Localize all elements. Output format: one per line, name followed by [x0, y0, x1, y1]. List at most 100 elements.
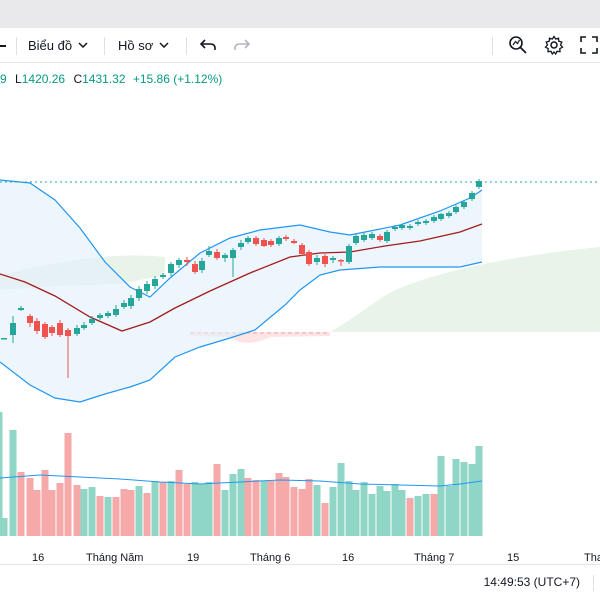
volume-bar	[460, 462, 468, 536]
axis-label: Tháng 6	[250, 552, 291, 564]
volume-histogram	[0, 412, 483, 536]
volume-bar	[88, 487, 96, 536]
volume-bar	[112, 497, 120, 536]
low-value: 1420.26	[21, 72, 66, 86]
volume-bar	[48, 490, 56, 536]
volume-bar	[0, 518, 8, 536]
candle-body	[399, 225, 405, 228]
lower-band-line	[0, 261, 483, 403]
profile-menu-label: Hồ sơ	[118, 37, 154, 53]
volume-bar	[120, 489, 128, 536]
volume-bar	[73, 485, 81, 536]
chart-menu-label: Biểu đồ	[28, 37, 73, 53]
candle-body	[461, 202, 467, 207]
candle-body	[268, 241, 274, 245]
toolbar-divider	[186, 37, 187, 55]
volume-bar	[56, 483, 64, 536]
chart-window: Biểu đồ Hồ sơ	[0, 28, 600, 601]
candle-body	[361, 235, 367, 240]
candle-body	[176, 260, 182, 265]
volume-bar	[391, 484, 399, 536]
volume-bar	[183, 484, 191, 536]
ohlc-legend: 9 L1420.26 C1431.32 +15.86 (+1.12%)	[0, 72, 222, 86]
redo-icon	[234, 38, 250, 52]
volume-bar	[352, 490, 360, 536]
clock-readout: 14:49:53 (UTC+7)	[483, 575, 580, 589]
volume-bar	[368, 494, 376, 536]
candle-body	[27, 316, 33, 323]
candle-body	[34, 321, 40, 331]
candle-body	[446, 213, 452, 216]
status-bar: 14:49:53 (UTC+7)	[0, 564, 600, 601]
candle-body	[330, 258, 336, 260]
candle-body	[57, 323, 63, 335]
candle-body	[369, 234, 375, 238]
volume-bar	[205, 482, 213, 536]
candle-body	[206, 251, 212, 255]
candle-body	[192, 264, 198, 272]
axis-label: 15	[507, 552, 520, 564]
candle-body	[230, 250, 236, 258]
volume-bar	[430, 494, 438, 536]
candle-body	[453, 207, 459, 212]
profile-menu-button[interactable]: Hồ sơ	[118, 28, 169, 62]
volume-bar	[96, 496, 104, 536]
undo-button[interactable]	[200, 28, 216, 62]
fullscreen-button[interactable]	[580, 28, 598, 62]
redo-button[interactable]	[234, 28, 250, 62]
undo-icon	[200, 38, 216, 52]
volume-bar	[468, 464, 476, 536]
zoom-search-icon	[508, 35, 528, 55]
gear-icon	[544, 35, 564, 55]
candle-body	[238, 243, 244, 247]
volume-bar	[143, 493, 151, 536]
volume-bar	[329, 487, 337, 536]
volume-bar	[321, 503, 329, 536]
volume-bar	[475, 446, 483, 536]
candle-body	[431, 217, 437, 221]
axis-label: 16	[342, 552, 355, 564]
volume-bar	[9, 430, 17, 536]
quick-search-button[interactable]	[508, 28, 528, 62]
cloud-segment	[330, 247, 600, 332]
volume-bar	[422, 494, 430, 536]
truncated-toolbar-item[interactable]	[0, 28, 6, 62]
price-chart[interactable]	[0, 62, 600, 536]
candle-body	[346, 246, 352, 262]
candle-body	[128, 298, 134, 306]
volume-bar	[337, 463, 345, 536]
volume-bar	[229, 474, 237, 536]
candle-body	[476, 181, 482, 187]
time-axis[interactable]: 16 Tháng Năm 19 Tháng 6 16 Tháng 7 15 Th…	[0, 536, 600, 564]
chart-menu-button[interactable]: Biểu đồ	[28, 28, 88, 62]
legend-truncated-value: 9	[0, 72, 7, 86]
volume-bar	[305, 479, 313, 536]
candle-body	[18, 308, 24, 310]
candle-body	[199, 261, 205, 270]
change-value: +15.86 (+1.12%)	[132, 72, 223, 86]
settings-button[interactable]	[544, 28, 564, 62]
candle-body	[415, 222, 421, 224]
candle-body	[353, 236, 359, 243]
toolbar-divider	[16, 37, 17, 55]
candle-body	[160, 275, 166, 277]
candle-body	[222, 255, 228, 258]
candle-body	[1, 338, 7, 340]
volume-bar	[198, 484, 206, 536]
volume-bar	[221, 490, 229, 536]
axis-label: Tháng 7	[414, 552, 455, 564]
volume-ma-line	[0, 474, 483, 487]
volume-bar	[398, 490, 406, 536]
candle-body	[469, 193, 475, 199]
volume-bar	[151, 481, 159, 536]
candle-body	[74, 328, 80, 334]
close-value: 1431.32	[82, 72, 126, 86]
candle-body	[253, 238, 259, 244]
volume-bar	[452, 459, 460, 536]
volume-bar	[26, 478, 34, 536]
volume-bar	[135, 486, 143, 536]
candle-body	[276, 238, 282, 244]
candle-body	[42, 324, 48, 337]
volume-bar	[175, 470, 183, 536]
volume-bar	[159, 482, 167, 536]
